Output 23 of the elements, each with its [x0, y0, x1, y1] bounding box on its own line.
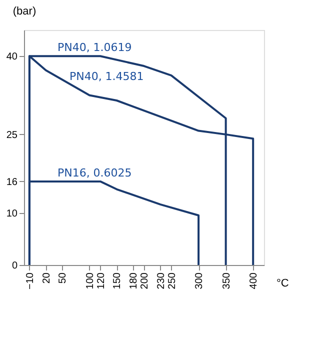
x-tick-label: 250 [166, 272, 178, 290]
series-label: PN16, 0.6025 [57, 166, 132, 180]
y-tick-label: 25 [6, 130, 18, 141]
x-tick-label: 180 [128, 272, 140, 290]
x-tick-label: 20 [41, 272, 52, 284]
x-axis-title: °C [276, 278, 289, 290]
y-tick-label: 16 [6, 176, 18, 188]
x-tick-label: 230 [156, 272, 167, 290]
y-tick-label: 40 [6, 52, 18, 63]
x-tick-label: 350 [221, 272, 232, 290]
y-tick-label: 0 [12, 260, 18, 272]
x-tick-label: 50 [58, 272, 69, 284]
y-tick-label: 10 [6, 208, 18, 220]
series-label: PN40, 1.4581 [69, 70, 144, 84]
x-tick-label: 100 [84, 272, 96, 290]
y-axis-title: (bar) [12, 6, 36, 18]
x-tick-label: 400 [248, 272, 260, 290]
x-tick-label: 200 [140, 272, 150, 290]
x-tick-label: 120 [96, 272, 107, 290]
series-label: PN40, 1.0619 [57, 41, 132, 54]
x-tick-label: −10 [24, 272, 36, 290]
x-tick-label: 300 [194, 272, 206, 290]
x-tick-label: 150 [112, 272, 124, 290]
